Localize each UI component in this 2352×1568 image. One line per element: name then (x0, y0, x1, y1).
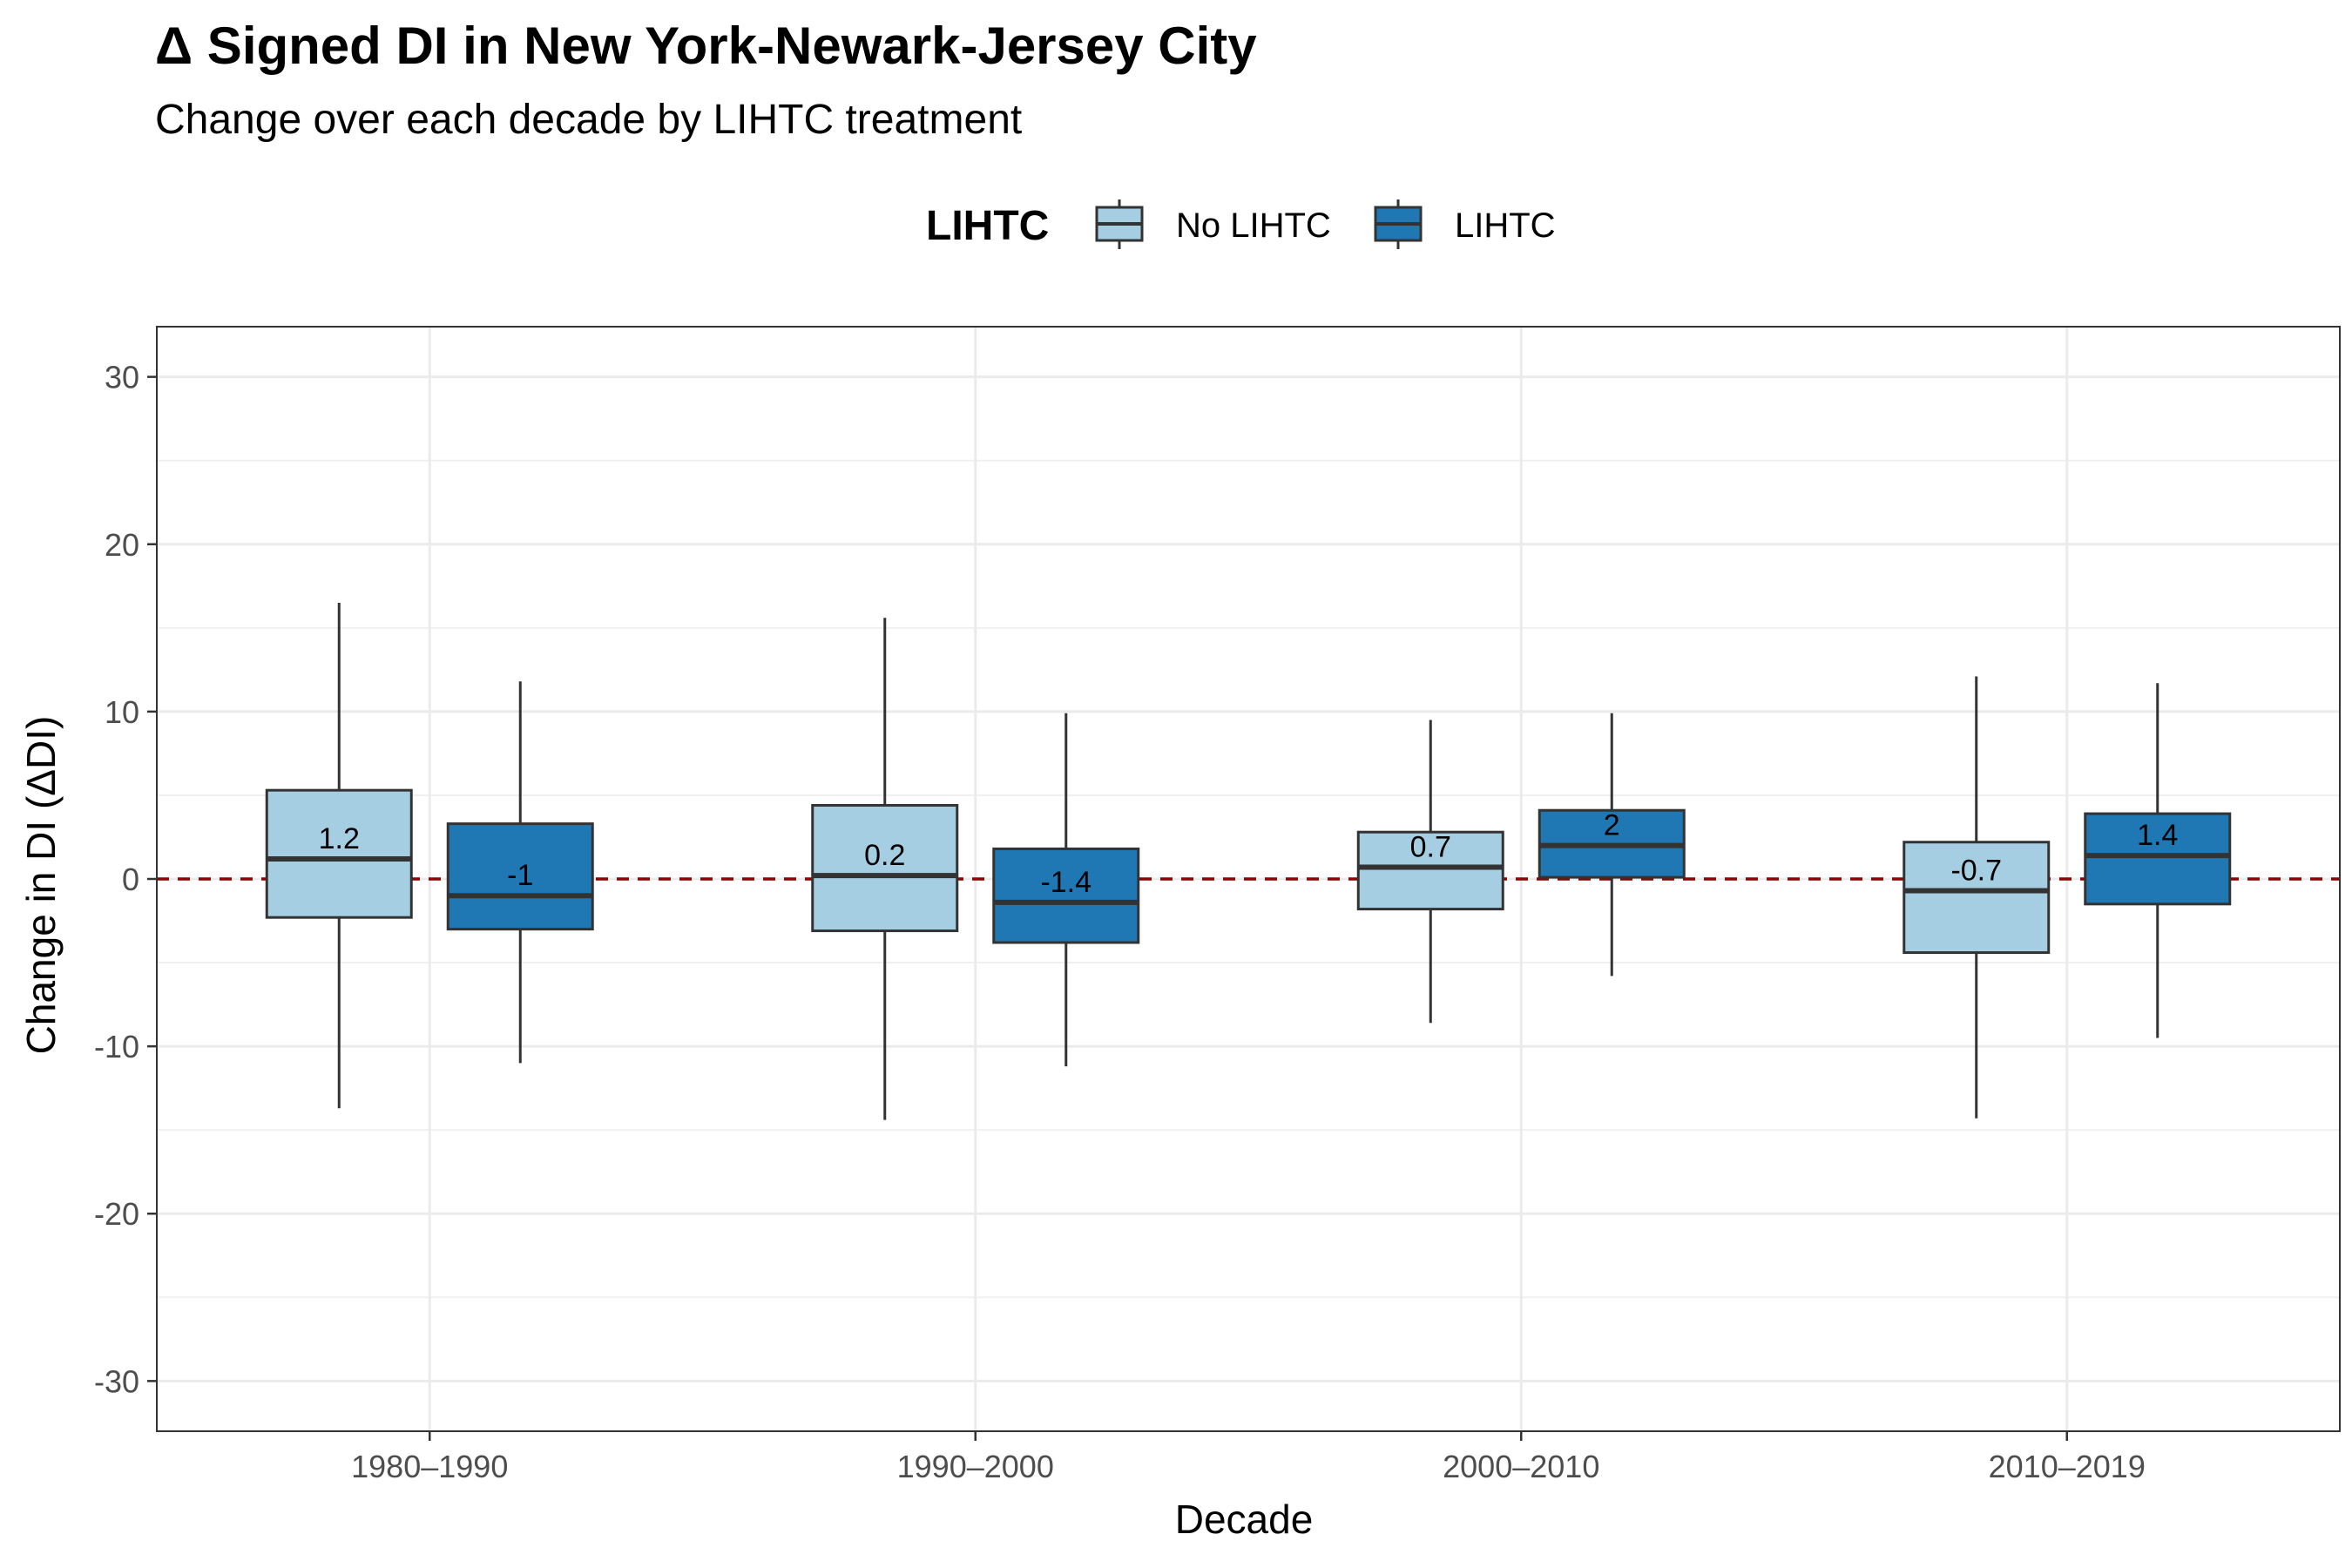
legend: LIHTC No LIHTC LIHTC (926, 199, 1556, 249)
y-tick-label: 0 (122, 862, 139, 897)
box-iqr (446, 822, 594, 931)
x-tick-label: 1990–2000 (897, 1449, 1054, 1484)
median-data-label: 0.2 (864, 839, 905, 872)
box-iqr (1356, 830, 1504, 911)
legend-label-lihtc: LIHTC (1455, 206, 1556, 245)
x-tick-label: 2010–2019 (1989, 1449, 2146, 1484)
x-axis-title: Decade (1175, 1497, 1314, 1542)
median-data-label: -1.4 (1040, 866, 1092, 899)
box-iqr (1903, 841, 2051, 955)
chart-subtitle: Change over each decade by LIHTC treatme… (155, 97, 1022, 143)
box-iqr (2084, 812, 2232, 906)
x-tick-label: 2000–2010 (1443, 1449, 1599, 1484)
plot-area: 1.2 0.2 0.7 -0.7 -1 -1.4 2 1.4 -30 -20 -10 0 10 20 30 1… (94, 326, 2341, 1484)
y-tick-label: 10 (105, 694, 139, 730)
y-tick-label: 20 (105, 527, 139, 563)
median-data-label: 1.4 (2137, 819, 2178, 852)
y-tick-label: -10 (94, 1029, 139, 1064)
median-data-label: -0.7 (1950, 854, 2002, 887)
legend-title: LIHTC (926, 203, 1049, 249)
legend-key-no-lihtc (1095, 199, 1144, 249)
median-data-label: 0.7 (1410, 831, 1451, 864)
legend-key-lihtc (1374, 199, 1423, 249)
y-tick-label: -30 (94, 1363, 139, 1399)
median-data-label: 1.2 (319, 822, 360, 855)
x-tick-label: 1980–1990 (351, 1449, 508, 1484)
legend-label-no-lihtc: No LIHTC (1176, 206, 1331, 245)
median-data-label: -1 (507, 859, 533, 892)
y-tick-label: -20 (94, 1196, 139, 1232)
y-tick-label: 30 (105, 360, 139, 395)
box-iqr (992, 847, 1140, 944)
box-iqr (265, 788, 413, 919)
y-axis-title: Change in DI (ΔDI) (18, 716, 64, 1055)
box-iqr (811, 803, 959, 933)
chart-title: Δ Signed DI in New York-Newark-Jersey Ci… (155, 17, 1257, 75)
median-data-label: 2 (1604, 809, 1620, 842)
